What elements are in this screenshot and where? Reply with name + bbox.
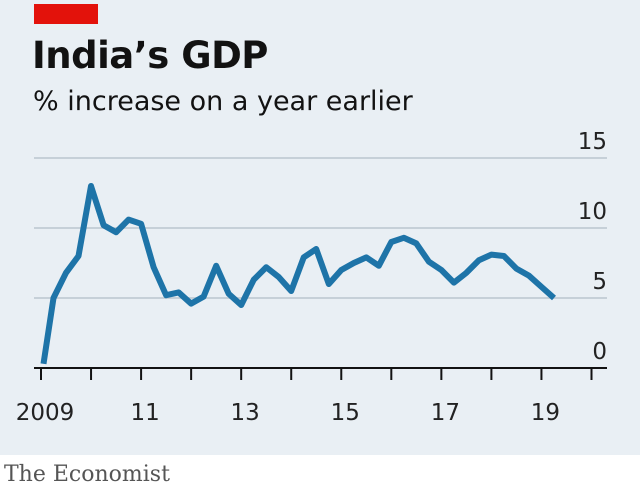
- y-tick-label: 15: [578, 129, 607, 155]
- x-axis: [34, 367, 607, 380]
- gridlines: [34, 157, 607, 299]
- x-tick-label: 17: [431, 400, 460, 426]
- x-tick-label: 19: [531, 400, 560, 426]
- chart-title: India’s GDP: [32, 34, 268, 77]
- x-tick-label: 2009: [16, 400, 75, 426]
- y-tick-label: 0: [592, 339, 607, 365]
- x-tick-label: 15: [331, 400, 360, 426]
- y-tick-label: 10: [578, 199, 607, 225]
- source-credit: The Economist: [4, 462, 170, 487]
- x-tick-labels: 2009 11 13 15 17 19: [16, 400, 560, 426]
- footer-band: [0, 455, 640, 493]
- x-tick-label: 11: [130, 400, 159, 426]
- series-layer: [40, 183, 556, 365]
- x-tick-label: 13: [231, 400, 260, 426]
- line-chart: 0 5 10 15 2009 11 13 15 17 19: [16, 129, 607, 426]
- chart-subtitle: % increase on a year earlier: [33, 86, 413, 117]
- brand-tag: [34, 4, 98, 24]
- series-line-0: [40, 183, 556, 365]
- y-tick-labels: 0 5 10 15: [578, 129, 607, 365]
- y-tick-label: 5: [592, 269, 607, 295]
